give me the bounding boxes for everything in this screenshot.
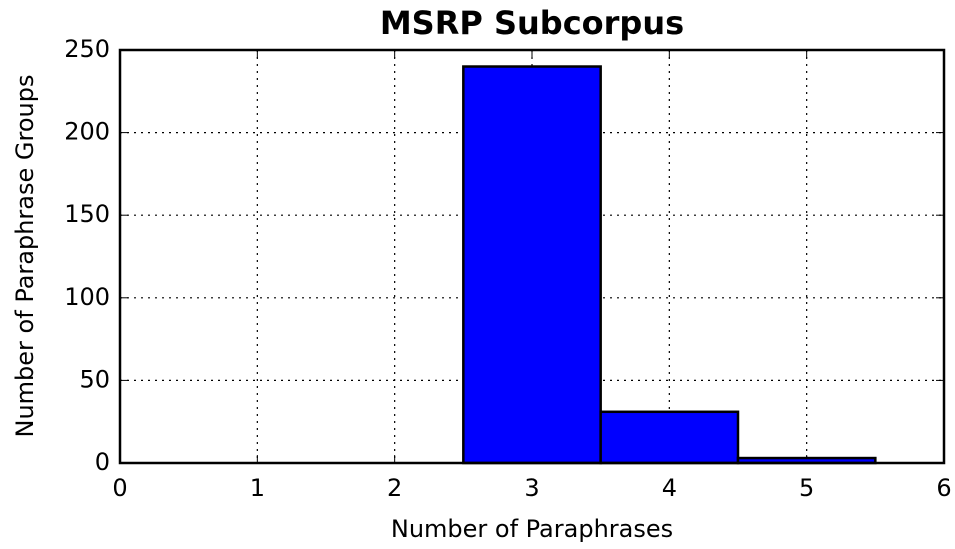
- bar: [462, 65, 602, 465]
- y-tick-label: 150: [64, 200, 110, 228]
- x-tick-label: 1: [250, 474, 265, 502]
- x-tick-label: 4: [662, 474, 677, 502]
- plot-frame: [118, 48, 946, 465]
- x-tick-label: 0: [112, 474, 127, 502]
- y-axis-label: Number of Paraphrase Groups: [11, 75, 39, 438]
- x-axis-label: Number of Paraphrases: [391, 515, 673, 543]
- x-tick-label: 5: [799, 474, 814, 502]
- chart-title: MSRP Subcorpus: [380, 4, 684, 42]
- x-tick-label: 2: [387, 474, 402, 502]
- x-tick-label: 3: [524, 474, 539, 502]
- y-tick-label: 200: [64, 118, 110, 146]
- x-tick-label: 6: [936, 474, 951, 502]
- y-tick-label: 0: [95, 448, 110, 476]
- y-tick-label: 250: [64, 35, 110, 63]
- y-tick-label: 100: [64, 283, 110, 311]
- bar: [599, 410, 740, 465]
- y-tick-label: 50: [79, 365, 110, 393]
